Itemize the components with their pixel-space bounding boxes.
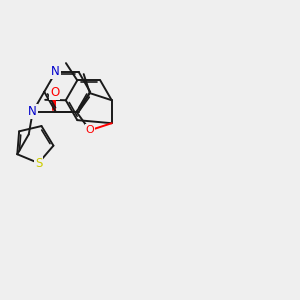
Text: O: O	[85, 125, 94, 135]
Text: S: S	[35, 157, 42, 169]
Text: N: N	[28, 105, 37, 118]
Text: O: O	[50, 86, 59, 99]
Text: N: N	[51, 65, 60, 78]
